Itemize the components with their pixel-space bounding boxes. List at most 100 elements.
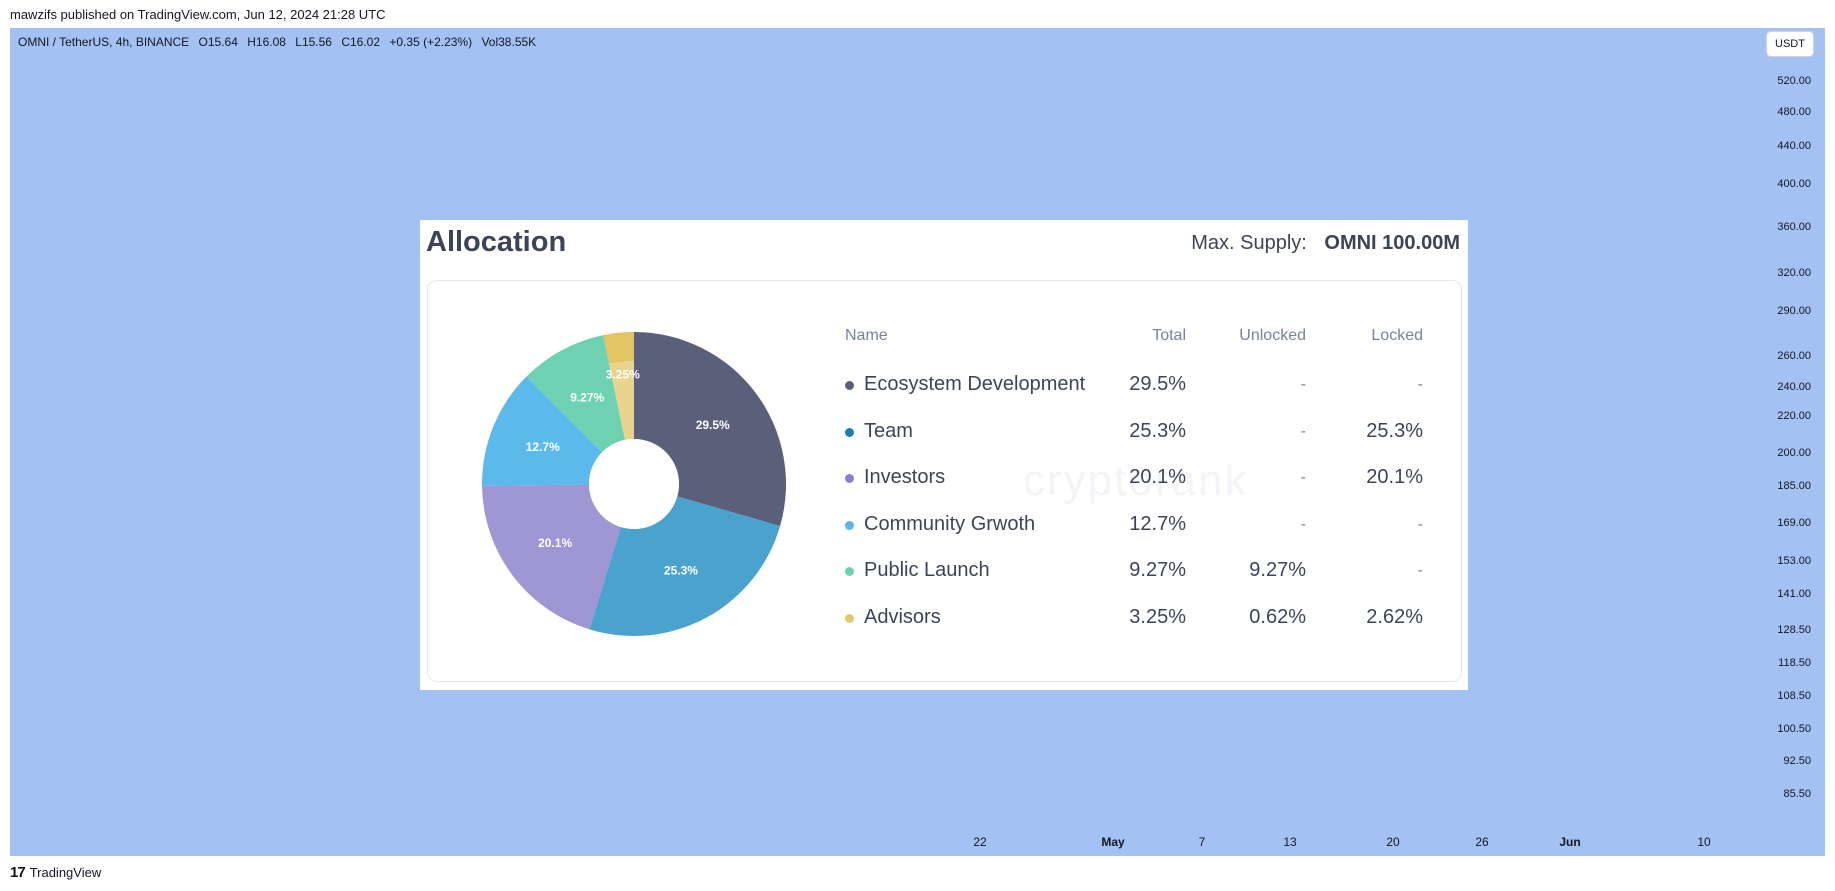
chart-area[interactable]: OMNI / TetherUS, 4h, BINANCE O15.64 H16.…	[10, 28, 1825, 856]
row-unlocked: -	[1300, 516, 1306, 533]
legend-dot	[845, 521, 854, 530]
row-unlocked: 9.27%	[1249, 559, 1306, 581]
allocation-card: cryptorank 29.5% 25.3% 20.1% 12.7% 9.27% 3.25…	[427, 280, 1462, 682]
row-unlocked: -	[1300, 376, 1306, 393]
row-name: Public Launch	[864, 559, 990, 581]
legend-dot	[845, 567, 854, 576]
legend-dot	[845, 428, 854, 437]
pie-slice-label: 20.1%	[538, 536, 572, 550]
table-row: Advisors 3.25% 0.62% 2.62%	[428, 603, 1461, 633]
pie-slice[interactable]	[634, 332, 786, 527]
price-tick-label: 141.00	[1777, 588, 1811, 600]
time-tick-label: 7	[1198, 835, 1206, 849]
pie-slice-band	[603, 332, 634, 364]
row-name: Advisors	[864, 606, 941, 628]
time-tick-label: 20	[1386, 835, 1400, 849]
change-value: +0.35 (+2.23%)	[389, 35, 473, 49]
legend-dot	[845, 381, 854, 390]
open-value: O15.64	[198, 35, 238, 49]
pie-slice-label: 29.5%	[696, 418, 730, 432]
footer: 17 TradingView	[10, 864, 101, 881]
pie-slice-label: 25.3%	[664, 564, 698, 578]
price-tick-label: 240.00	[1777, 381, 1811, 393]
row-total: 12.7%	[1129, 513, 1186, 535]
price-tick-label: 360.00	[1777, 221, 1811, 233]
row-total: 29.5%	[1129, 373, 1186, 395]
price-tick-label: 520.00	[1777, 75, 1811, 87]
row-locked: -	[1417, 562, 1423, 579]
row-name: Ecosystem Development	[864, 373, 1086, 395]
price-tick-label: 480.00	[1777, 106, 1811, 118]
currency-button[interactable]: USDT	[1767, 32, 1813, 56]
pie-center-hole	[589, 439, 679, 529]
allocation-panel: Allocation Max. Supply: OMNI 100.00M cry…	[420, 220, 1468, 690]
max-supply: Max. Supply: OMNI 100.00M	[1191, 232, 1460, 255]
tradingview-brand[interactable]: TradingView	[29, 865, 102, 880]
row-locked: -	[1417, 376, 1423, 393]
header-unlocked: Unlocked	[1239, 327, 1306, 344]
row-name: Community Grwoth	[864, 513, 1036, 535]
watermark: cryptorank	[1023, 456, 1249, 505]
row-total: 25.3%	[1129, 420, 1186, 442]
price-tick-label: 153.00	[1777, 555, 1811, 567]
price-tick-label: 440.00	[1777, 140, 1811, 152]
pie-slice-label: 9.27%	[570, 390, 604, 404]
table-row: Community Grwoth 12.7% - -	[428, 510, 1461, 540]
price-tick-label: 128.50	[1777, 624, 1811, 636]
row-locked: -	[1417, 516, 1423, 533]
time-tick-label: 26	[1475, 835, 1489, 849]
low-value: L15.56	[295, 35, 332, 49]
table-row: Team 25.3% - 25.3%	[428, 417, 1461, 447]
time-tick-label: May	[1101, 835, 1125, 849]
legend-dot	[845, 614, 854, 623]
close-value: C16.02	[341, 35, 381, 49]
pie-slice-label: 12.7%	[526, 440, 560, 454]
time-tick-label: 22	[973, 835, 987, 849]
pie-slice-label: 3.25%	[606, 367, 640, 381]
legend-dot	[845, 474, 854, 483]
price-tick-label: 220.00	[1777, 410, 1811, 422]
row-locked: 20.1%	[1366, 466, 1423, 488]
high-value: H16.08	[247, 35, 286, 49]
publisher-line: mawzifs published on TradingView.com, Ju…	[10, 7, 386, 22]
row-locked: 25.3%	[1366, 420, 1423, 442]
price-tick-label: 169.00	[1777, 517, 1811, 529]
header-locked: Locked	[1371, 327, 1423, 344]
row-name: Investors	[864, 466, 946, 488]
row-total: 20.1%	[1129, 466, 1186, 488]
pie-slice[interactable]	[482, 484, 621, 630]
header-name: Name	[845, 327, 888, 344]
price-tick-label: 100.50	[1777, 723, 1811, 735]
volume-value: Vol38.55K	[481, 35, 537, 49]
pie-slice[interactable]	[482, 376, 603, 486]
pie-slice[interactable]	[589, 496, 781, 636]
price-tick-label: 108.50	[1777, 690, 1811, 702]
price-tick-label: 290.00	[1777, 305, 1811, 317]
symbol-name[interactable]: OMNI / TetherUS, 4h, BINANCE	[18, 35, 190, 49]
price-tick-label: 92.50	[1783, 755, 1811, 767]
table-row: Ecosystem Development 29.5% - -	[428, 370, 1461, 400]
time-tick-label: 10	[1697, 835, 1711, 849]
table-row: Public Launch 9.27% 9.27% -	[428, 556, 1461, 586]
price-tick-label: 185.00	[1777, 480, 1811, 492]
price-tick-label: 118.50	[1778, 657, 1811, 669]
max-supply-value: OMNI 100.00M	[1324, 232, 1460, 254]
row-total: 9.27%	[1129, 559, 1186, 581]
price-tick-label: 260.00	[1777, 350, 1811, 362]
time-tick-label: Jun	[1559, 835, 1581, 849]
allocation-title: Allocation	[426, 226, 567, 258]
price-tick-label: 85.50	[1783, 788, 1811, 800]
time-tick-label: 13	[1283, 835, 1297, 849]
pie-slice[interactable]	[526, 335, 625, 453]
price-tick-label: 200.00	[1777, 447, 1811, 459]
row-unlocked: -	[1300, 423, 1306, 440]
row-total: 3.25%	[1129, 606, 1186, 628]
price-tick-label: 400.00	[1777, 178, 1811, 190]
max-supply-label: Max. Supply:	[1191, 232, 1307, 254]
row-unlocked: -	[1300, 469, 1306, 486]
row-name: Team	[864, 420, 913, 442]
price-tick-label: 320.00	[1777, 267, 1811, 279]
symbol-info: OMNI / TetherUS, 4h, BINANCE O15.64 H16.…	[18, 35, 542, 49]
price-axis[interactable]: 520.00 480.00 440.00 400.00 360.00 320.00 290.…	[1745, 28, 1825, 856]
tradingview-logo-icon[interactable]: 17	[10, 864, 26, 881]
